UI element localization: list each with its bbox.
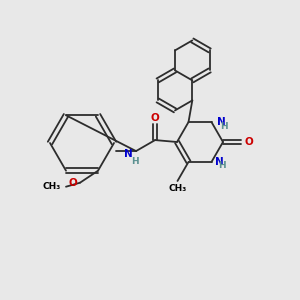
Text: CH₃: CH₃ [168,184,187,194]
Text: H: H [220,122,227,130]
Text: O: O [244,137,253,147]
Text: N: N [217,117,225,127]
Text: O: O [68,178,77,188]
Text: H: H [131,157,139,166]
Text: CH₃: CH₃ [43,182,61,191]
Text: O: O [151,113,160,123]
Text: N: N [214,157,223,167]
Text: N: N [124,149,133,159]
Text: H: H [218,161,225,170]
